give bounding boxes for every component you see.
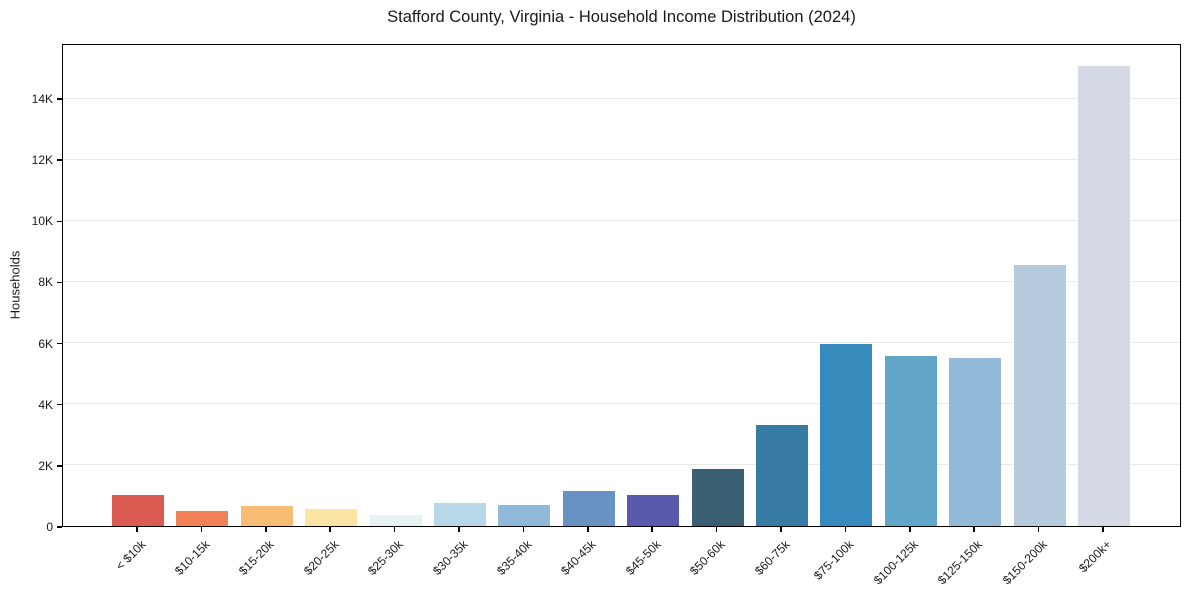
x-tick-label: $20-25k: [300, 537, 342, 578]
y-tick-mark: [57, 159, 62, 161]
x-tick-label: $10-15k: [172, 537, 213, 578]
bar: [369, 514, 422, 526]
x-tick-mark: [329, 527, 331, 532]
x-tick-label: $30-35k: [429, 537, 471, 578]
x-tick-mark: [393, 527, 396, 532]
y-tick-mark: [57, 465, 62, 467]
y-tick-label: 12K: [31, 153, 53, 168]
x-tick-mark: [651, 527, 653, 532]
bar: [756, 425, 808, 526]
x-tick-label: $125-150k: [935, 537, 986, 588]
x-tick-mark: [136, 527, 138, 532]
y-tick-mark: [57, 281, 62, 284]
x-tick-mark: [458, 527, 460, 532]
x-tick-label: $50-60k: [687, 537, 728, 578]
x-tick-label: $60-75k: [751, 537, 793, 578]
gridline: [63, 464, 1180, 466]
gridline: [63, 280, 1180, 282]
y-tick-mark: [57, 403, 62, 406]
gridline: [63, 219, 1180, 221]
x-tick-label: $15-20k: [236, 537, 278, 578]
x-tick-mark: [200, 527, 203, 532]
y-tick-mark: [57, 342, 62, 345]
gridline: [63, 342, 1180, 344]
y-tick-mark: [57, 526, 62, 528]
x-tick-label: $150-200k: [999, 537, 1050, 588]
bar: [1013, 264, 1066, 526]
y-tick-mark: [57, 220, 62, 223]
x-tick-mark: [587, 527, 589, 532]
x-tick-mark: [780, 527, 782, 532]
x-tick-mark: [909, 527, 911, 532]
gridline: [63, 158, 1180, 160]
bar: [884, 356, 937, 526]
bar: [434, 502, 486, 526]
y-tick-label: 6K: [38, 336, 53, 351]
bar: [176, 511, 229, 526]
x-tick-label: < $10k: [112, 537, 149, 573]
y-tick-label: 8K: [38, 275, 53, 290]
x-tick-mark: [715, 527, 718, 532]
bar: [562, 490, 615, 526]
bar: [627, 494, 680, 526]
y-tick-label: 14K: [31, 92, 53, 107]
x-tick-label: $200k+: [1076, 537, 1115, 576]
x-tick-label: $45-50k: [622, 537, 664, 578]
y-tick-label: 10K: [31, 214, 53, 229]
bar: [820, 344, 873, 526]
y-tick-label: 4K: [38, 397, 53, 412]
x-tick-mark: [973, 527, 975, 532]
y-tick-mark: [57, 98, 62, 100]
x-tick-label: $40-45k: [558, 537, 600, 578]
x-tick-mark: [1037, 527, 1040, 532]
x-tick-label: $75-100k: [811, 537, 857, 583]
chart-title: Stafford County, Virginia - Household In…: [387, 8, 856, 26]
bar: [1078, 65, 1130, 526]
x-tick-label: $100-125k: [870, 537, 922, 588]
x-tick-label: $35-40k: [494, 537, 535, 578]
x-tick-mark: [265, 527, 267, 532]
x-tick-mark: [1102, 527, 1104, 532]
bar: [112, 495, 164, 526]
gridline: [63, 403, 1180, 405]
bar: [498, 504, 551, 526]
x-tick-label: $25-30k: [365, 537, 406, 578]
x-tick-mark: [844, 527, 847, 532]
plot-area: [62, 44, 1181, 527]
x-tick-mark: [522, 527, 525, 532]
gridline: [63, 97, 1180, 99]
bar: [949, 358, 1002, 526]
bar: [240, 505, 293, 526]
y-tick-label: 0: [46, 520, 53, 534]
bar: [305, 509, 358, 526]
bar: [691, 469, 744, 526]
y-tick-label: 2K: [38, 458, 53, 473]
